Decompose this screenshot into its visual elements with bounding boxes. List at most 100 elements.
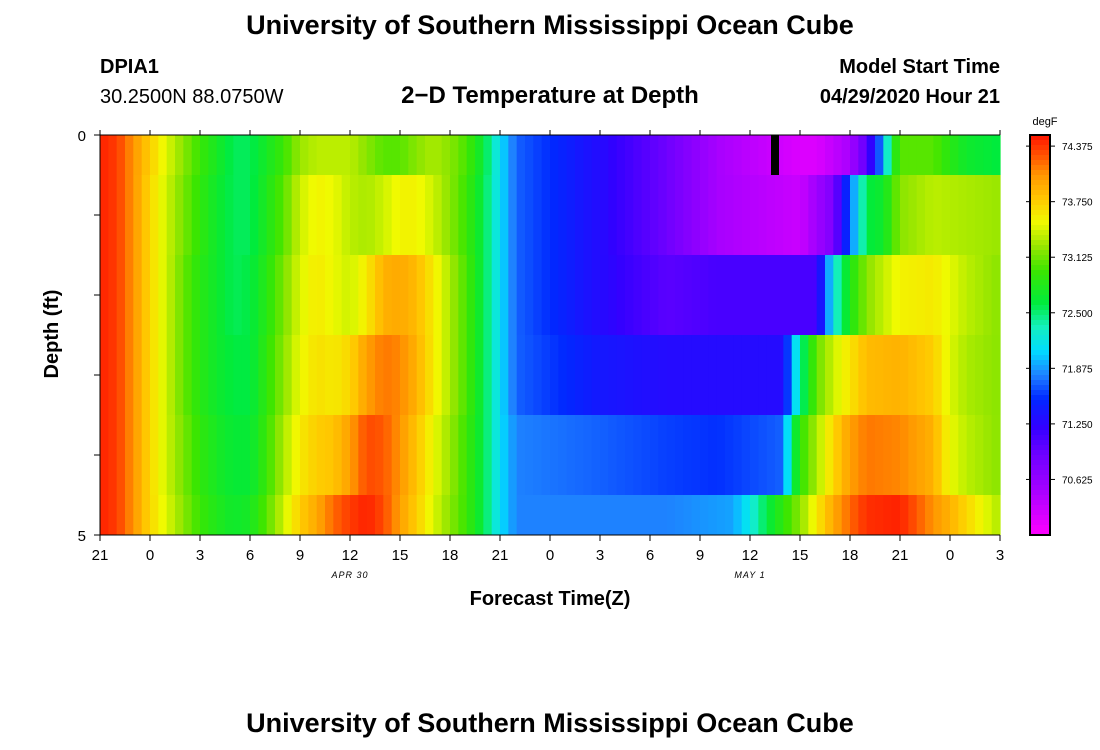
heatmap-cell (416, 415, 426, 495)
heatmap-cell (266, 335, 276, 415)
heatmap-cell (350, 415, 359, 495)
heatmap-cell (375, 495, 384, 535)
heatmap-cell (775, 335, 784, 415)
heatmap-cell (150, 255, 159, 335)
heatmap-cell (950, 415, 959, 495)
heatmap-cell (366, 255, 376, 335)
heatmap-cell (675, 135, 684, 175)
heatmap-cell (358, 495, 368, 535)
colorbar-swatch (1030, 285, 1050, 291)
heatmap-cell (533, 135, 543, 175)
heatmap-cell (500, 495, 509, 535)
heatmap-cell (558, 255, 568, 335)
heatmap-cell (133, 495, 143, 535)
heatmap-cell (683, 335, 693, 415)
heatmap-cell (925, 135, 934, 175)
heatmap-cell (225, 415, 234, 495)
heatmap-cell (933, 135, 943, 175)
heatmap-cell (908, 415, 918, 495)
heatmap-cell (291, 495, 301, 535)
heatmap-cell (200, 495, 209, 535)
model-start-value: 04/29/2020 Hour 21 (819, 86, 1000, 108)
heatmap-cell (675, 335, 684, 415)
heatmap-cell (641, 175, 651, 255)
heatmap-cell (291, 255, 301, 335)
station-id: DPIA1 (100, 56, 159, 78)
heatmap-cell (516, 415, 526, 495)
heatmap-cell (433, 135, 443, 175)
heatmap-cell (791, 415, 801, 495)
heatmap-cell (241, 175, 251, 255)
heatmap-cell (741, 175, 751, 255)
temperature-heatmap-chart: 21 0 3 6 9 12 15 18 21 0 3 6 9 12 15 18 21 0 3 APR 30 MAY 1 0… (41, 116, 1093, 610)
heatmap-cell (325, 175, 334, 255)
heatmap-cell (250, 335, 259, 415)
heatmap-cell (600, 255, 609, 335)
colorbar-swatch (1030, 340, 1050, 346)
heatmap-cell (941, 415, 951, 495)
heatmap-cell (741, 495, 751, 535)
heatmap-cell (283, 495, 293, 535)
heatmap-cell (175, 335, 184, 415)
heatmap-cell (350, 495, 359, 535)
heatmap-cell (750, 135, 759, 175)
heatmap-cell (358, 135, 368, 175)
heatmap-cell (341, 255, 351, 335)
x-tick-label: 12 (742, 547, 759, 564)
heatmap-cell (691, 135, 701, 175)
heatmap-cell (958, 175, 968, 255)
colorbar-swatch (1030, 260, 1050, 266)
heatmap-cell (175, 495, 184, 535)
heatmap-cell (383, 135, 393, 175)
heatmap-cell (275, 255, 284, 335)
heatmap-cell (241, 135, 251, 175)
heatmap-cell (533, 495, 543, 535)
heatmap-cell (983, 175, 993, 255)
heatmap-cell (916, 335, 926, 415)
heatmap-cell (125, 135, 134, 175)
colorbar-swatch (1030, 330, 1050, 336)
heatmap-cell (500, 175, 509, 255)
colorbar-swatch (1030, 415, 1050, 421)
chart-title: University of Southern Mississippi Ocean… (246, 10, 854, 40)
heatmap-cell (616, 415, 626, 495)
colorbar-swatch (1030, 175, 1050, 181)
heatmap-cell (333, 175, 343, 255)
heatmap-cell (983, 135, 993, 175)
heatmap-cell (691, 335, 701, 415)
heatmap-cell (291, 135, 301, 175)
heatmap-cell (150, 335, 159, 415)
colorbar-swatch (1030, 350, 1050, 356)
chart-axes: 21 0 3 6 9 12 15 18 21 0 3 6 9 12 15 18 21 0 3 APR 30 MAY 1 0… (78, 128, 1005, 580)
colorbar-swatch (1030, 460, 1050, 466)
heatmap-cell (566, 415, 576, 495)
heatmap-cell (858, 255, 868, 335)
heatmap-cell (100, 415, 109, 495)
heatmap-cell (916, 175, 926, 255)
heatmap-cell (841, 175, 851, 255)
heatmap-cell (283, 175, 293, 255)
heatmap-cell (266, 175, 276, 255)
heatmap-cell (116, 255, 126, 335)
heatmap-cell (850, 415, 859, 495)
heatmap-cell (791, 335, 801, 415)
heatmap-cell (466, 135, 476, 175)
heatmap-cell (241, 255, 251, 335)
heatmap-cell (650, 415, 659, 495)
heatmap-cell (100, 135, 109, 175)
heatmap-cell (225, 175, 234, 255)
y-tick-label: 0 (78, 128, 86, 145)
heatmap-cell (850, 495, 859, 535)
heatmap-cell (666, 495, 676, 535)
heatmap-cell (775, 255, 784, 335)
heatmap-cell (475, 335, 484, 415)
heatmap-cell (475, 415, 484, 495)
heatmap-cell (300, 495, 309, 535)
heatmap-cell (708, 415, 718, 495)
colorbar-swatch (1030, 160, 1050, 166)
heatmap-cell (166, 135, 176, 175)
heatmap-cell (116, 175, 126, 255)
heatmap-cell (308, 495, 318, 535)
heatmap-cell (566, 335, 576, 415)
heatmap-cell (741, 255, 751, 335)
